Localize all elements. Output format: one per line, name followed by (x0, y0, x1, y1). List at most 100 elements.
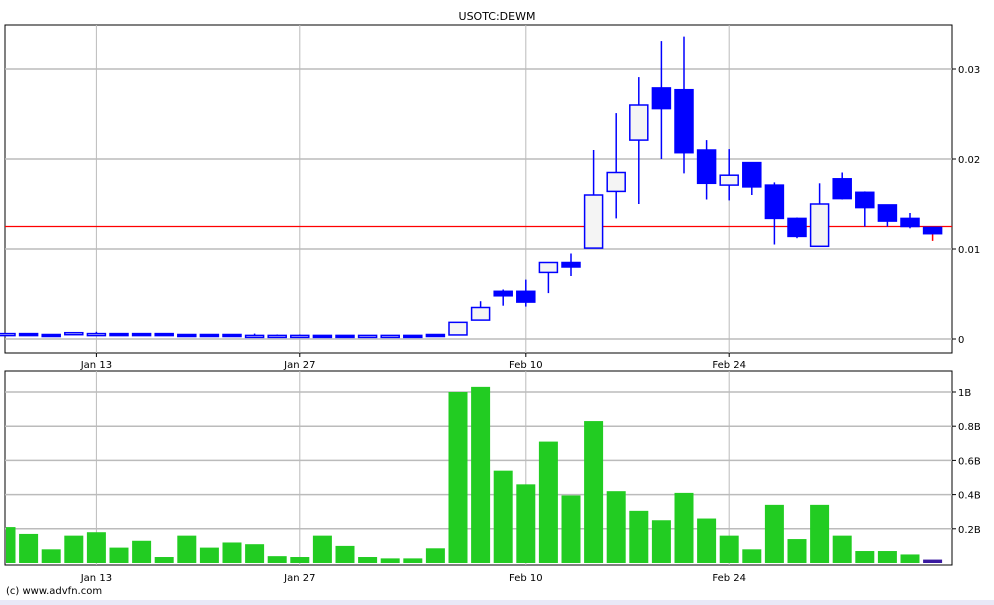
candle-up (64, 331, 84, 336)
volume-bar (674, 492, 694, 563)
candle-down (674, 88, 694, 154)
volume-bar (742, 549, 762, 563)
volume-bar (810, 504, 830, 563)
candle-down (403, 334, 423, 339)
volume-bar (787, 539, 807, 563)
volume-bar (177, 535, 197, 563)
volume-bar (629, 510, 649, 563)
chart-title: USOTC:DEWM (458, 10, 536, 23)
candle-down (900, 217, 920, 228)
volume-bar (697, 518, 717, 563)
candle-up (538, 261, 559, 274)
volume-bar (651, 520, 671, 563)
candle-down (222, 333, 242, 338)
candle-down (877, 204, 898, 222)
volume-bar (199, 547, 219, 563)
price-x-label: Jan 13 (80, 360, 112, 371)
volume-bar (923, 559, 943, 563)
candle-down (832, 178, 852, 200)
volume-bar (493, 470, 513, 563)
volume-y-label: 1B (958, 388, 971, 399)
volume-x-label: Feb 10 (509, 573, 543, 584)
candle-down (516, 290, 536, 303)
volume-bar (335, 545, 355, 563)
volume-y-label: 0.2B (958, 525, 981, 536)
volume-x-label: Jan 13 (80, 573, 112, 584)
volume-bar (900, 554, 920, 563)
volume-y-label: 0.4B (958, 491, 981, 502)
candle-down (41, 333, 61, 338)
candle-up (809, 203, 830, 248)
candle-down (154, 332, 174, 337)
candle-down (742, 161, 762, 188)
candle-down (177, 333, 197, 338)
volume-x-label: Feb 24 (712, 573, 746, 584)
candle-up (470, 306, 491, 321)
volume-x-label: Jan 27 (283, 573, 315, 584)
candle-down (764, 184, 785, 220)
volume-bar (516, 484, 536, 563)
price-x-label: Feb 24 (712, 360, 746, 371)
candle-up (357, 334, 378, 339)
volume-bar (425, 548, 445, 563)
candle-up (290, 334, 310, 339)
volume-bar (877, 551, 897, 563)
volume-bar (312, 535, 332, 563)
candle-down (561, 261, 581, 268)
volume-bar (132, 540, 152, 563)
volume-bar (719, 535, 739, 563)
price-x-label: Feb 10 (509, 360, 543, 371)
volume-bar (154, 557, 174, 563)
candle-up (86, 332, 107, 337)
price-y-label: 0.03 (958, 65, 980, 76)
volume-bar (222, 542, 242, 563)
bottom-band (0, 600, 994, 605)
candle-down (922, 226, 943, 235)
volume-bar (41, 549, 61, 563)
volume-bar (245, 544, 265, 563)
volume-bar (290, 557, 310, 563)
volume-bar (764, 504, 784, 563)
candle-up (380, 334, 400, 339)
candle-down (855, 191, 875, 209)
volume-bar (64, 535, 84, 563)
volume-bar (380, 558, 400, 563)
price-panel (4, 24, 953, 354)
candle-down (109, 332, 129, 337)
price-x-label: Jan 27 (283, 360, 315, 371)
candle-up (719, 174, 739, 186)
price-y-label: 0.02 (958, 155, 980, 166)
candle-down (131, 332, 152, 337)
candle-up (267, 334, 287, 339)
volume-bar (358, 557, 378, 563)
candle-down (335, 334, 355, 339)
candle-down (787, 217, 807, 238)
volume-bar (109, 547, 129, 563)
candle-up (244, 334, 265, 339)
volume-bar (606, 491, 626, 563)
candle-up (583, 194, 604, 249)
candle-up (448, 321, 468, 336)
price-y-label: 0 (958, 335, 964, 346)
candle-down (425, 333, 446, 338)
candle-down (696, 149, 717, 185)
volume-bar (561, 495, 581, 563)
candle-up (0, 332, 16, 337)
volume-bar (855, 551, 875, 563)
volume-bar (19, 533, 39, 563)
candle-up (629, 104, 649, 141)
volume-bar (403, 558, 423, 563)
volume-bar (86, 532, 106, 563)
candle-down (199, 333, 220, 338)
candle-down (493, 290, 513, 297)
candle-down (18, 332, 39, 337)
volume-y-label: 0.6B (958, 456, 981, 467)
volume-bar (471, 386, 491, 563)
candle-up (606, 171, 626, 193)
price-y-label: 0.01 (958, 245, 980, 256)
volume-y-label: 0.8B (958, 422, 981, 433)
volume-bar (538, 441, 558, 563)
volume-bar (832, 535, 852, 563)
candle-down (651, 87, 672, 110)
